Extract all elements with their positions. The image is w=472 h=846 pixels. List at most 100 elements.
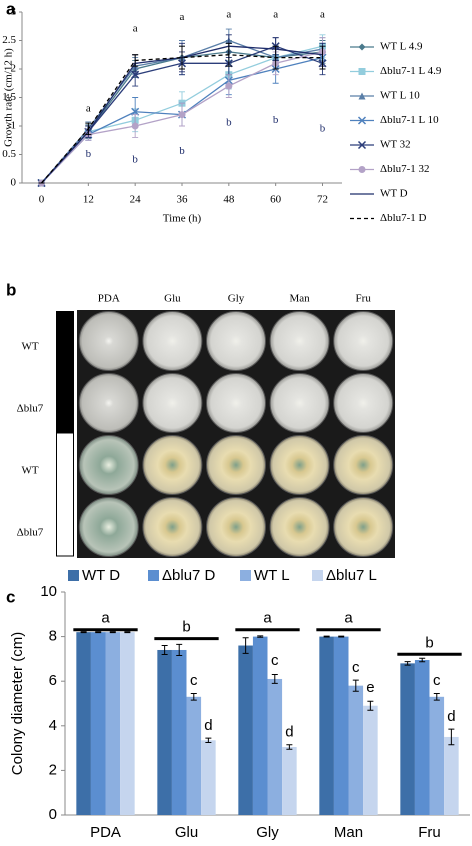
row-label: WT bbox=[21, 341, 38, 353]
plate bbox=[333, 497, 394, 557]
bar bbox=[157, 649, 172, 815]
y-tick-label: 1 bbox=[11, 120, 17, 132]
bar bbox=[414, 660, 430, 815]
error-bar bbox=[367, 700, 374, 711]
annotation: b bbox=[273, 114, 279, 126]
error-bar bbox=[242, 637, 249, 654]
annotation: a bbox=[180, 11, 185, 23]
legend-marker bbox=[358, 166, 366, 173]
bar bbox=[348, 685, 364, 815]
plate bbox=[142, 435, 203, 495]
column-label: PDA bbox=[98, 293, 120, 305]
annotation: c bbox=[190, 672, 198, 689]
y-tick-label: 0 bbox=[49, 806, 57, 823]
annotation: c bbox=[352, 659, 360, 676]
plate bbox=[78, 311, 139, 371]
x-tick-label: 24 bbox=[130, 194, 142, 206]
y-tick-label: 10 bbox=[40, 583, 57, 600]
x-tick-label: 12 bbox=[83, 194, 94, 206]
bar bbox=[171, 649, 187, 815]
bar bbox=[282, 746, 297, 815]
legend-label: WT L 10 bbox=[380, 90, 420, 102]
light-bar bbox=[56, 432, 74, 557]
annotation: b bbox=[132, 154, 138, 166]
x-tick-label: 48 bbox=[223, 194, 235, 206]
error-bar bbox=[85, 122, 92, 135]
error-bar bbox=[272, 45, 279, 70]
legend-label: WT 32 bbox=[380, 139, 411, 151]
legend-label: Δblu7 D bbox=[162, 567, 216, 584]
marker bbox=[131, 107, 140, 116]
error-bar bbox=[271, 674, 278, 684]
legend-label: WT D bbox=[380, 188, 408, 200]
bar bbox=[429, 696, 445, 815]
error-bar bbox=[323, 635, 330, 638]
error-bar bbox=[448, 728, 455, 746]
y-tick-label: 0 bbox=[11, 177, 17, 189]
x-tick-label: Glu bbox=[175, 824, 198, 841]
legend-label: WT L bbox=[254, 567, 290, 584]
x-tick-label: 0 bbox=[39, 194, 45, 206]
annotation: a bbox=[101, 610, 110, 627]
legend-label: WT L 4.9 bbox=[380, 41, 423, 53]
x-tick-label: PDA bbox=[90, 824, 121, 841]
y-tick-label: 2 bbox=[49, 761, 57, 778]
plate bbox=[142, 373, 203, 433]
annotation: d bbox=[285, 723, 293, 740]
annotation: e bbox=[366, 679, 374, 696]
annotation: b bbox=[179, 145, 185, 157]
row-label: WT bbox=[21, 465, 38, 477]
annotation: b bbox=[226, 117, 232, 129]
annotation: b bbox=[182, 619, 190, 636]
marker bbox=[225, 82, 233, 90]
annotation: c bbox=[433, 672, 441, 689]
bar bbox=[105, 632, 121, 815]
error-bar bbox=[352, 679, 359, 692]
bar bbox=[186, 696, 202, 815]
y-tick-label: 8 bbox=[49, 628, 57, 645]
annotation: a bbox=[226, 8, 231, 20]
bar bbox=[238, 645, 253, 815]
column-label: Man bbox=[290, 293, 311, 305]
bar bbox=[201, 740, 216, 815]
annotation: b bbox=[86, 148, 92, 160]
error-bar bbox=[109, 631, 116, 634]
plate bbox=[269, 435, 330, 495]
legend-swatch bbox=[148, 570, 159, 581]
error-bar bbox=[338, 635, 345, 638]
error-bar bbox=[205, 737, 212, 744]
row-label: Δblu7 bbox=[17, 527, 44, 539]
plate bbox=[269, 373, 330, 433]
x-axis-label: Time (h) bbox=[163, 213, 202, 225]
plate bbox=[142, 497, 203, 557]
error-bar bbox=[257, 635, 264, 638]
error-bar bbox=[404, 661, 411, 666]
legend-marker bbox=[358, 92, 366, 100]
legend-label: Δblu7 L bbox=[326, 567, 377, 584]
y-tick-label: 2.5 bbox=[2, 34, 16, 46]
y-axis-label: Colony diameter (cm) bbox=[9, 632, 26, 775]
error-bar bbox=[225, 42, 232, 67]
panel-label: a bbox=[6, 0, 16, 18]
x-tick-label: 72 bbox=[317, 194, 328, 206]
y-tick-label: 6 bbox=[49, 672, 57, 689]
error-bar bbox=[176, 643, 183, 657]
annotation: a bbox=[320, 8, 325, 20]
error-bar bbox=[124, 631, 131, 634]
plate bbox=[333, 435, 394, 495]
annotation: c bbox=[271, 652, 279, 669]
x-tick-label: 36 bbox=[177, 194, 189, 206]
legend-label: Δblu7-1 L 10 bbox=[380, 114, 439, 126]
plate bbox=[206, 311, 266, 371]
bar bbox=[444, 736, 459, 815]
plate bbox=[206, 435, 266, 495]
dark-bar bbox=[56, 311, 74, 433]
annotation: b bbox=[320, 122, 326, 134]
error-bar bbox=[433, 692, 440, 701]
annotation: b bbox=[425, 634, 433, 651]
plate bbox=[142, 311, 203, 371]
row-label: Δblu7 bbox=[17, 403, 44, 415]
error-bar bbox=[95, 631, 102, 634]
annotation: a bbox=[273, 8, 278, 20]
